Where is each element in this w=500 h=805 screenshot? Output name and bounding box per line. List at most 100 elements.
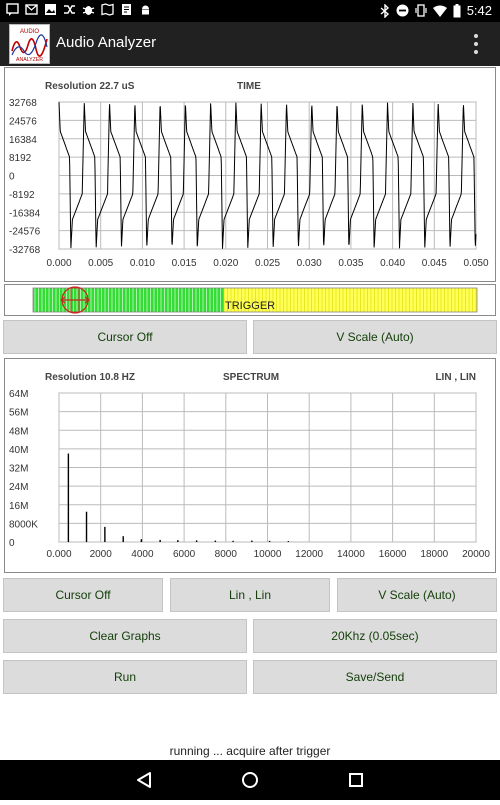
spectrum-x-tick: 14000 [337, 549, 365, 560]
messaging-icon [6, 3, 19, 16]
spectrum-y-tick: 56M [9, 408, 28, 419]
app-title: Audio Analyzer [56, 34, 157, 51]
vibrate-icon [415, 4, 427, 17]
recents-icon[interactable] [349, 773, 363, 787]
spectrum-x-tick: 16000 [379, 549, 407, 560]
back-icon[interactable] [137, 772, 151, 788]
time-y-tick: -32768 [9, 245, 41, 256]
time-x-tick: 0.025 [255, 258, 280, 269]
spectrum-resolution-label: Resolution 10.8 HZ [45, 372, 135, 383]
notes-icon [122, 4, 131, 15]
save-send-button[interactable]: Save/Send [253, 660, 497, 694]
trigger-level-bar[interactable]: TRIGGER [5, 285, 495, 315]
spectrum-y-tick: 0 [9, 538, 15, 549]
overflow-menu-icon[interactable] [472, 34, 480, 54]
time-x-axis: 0.000 0.005 0.010 0.015 0.020 0.025 0.030 0.035… [46, 258, 488, 269]
app-logo: AUDIO ANALYZER [9, 24, 50, 64]
mail-icon [25, 4, 38, 15]
status-notification-icons [6, 3, 152, 16]
spectrum-x-tick: 0.000 [46, 549, 71, 560]
time-y-axis: 32768 24576 16384 8192 0 -8192 -16384 -24576 -32… [9, 98, 41, 256]
do-not-disturb-icon [396, 4, 409, 17]
run-button[interactable]: Run [3, 660, 247, 694]
time-resolution-label: Resolution 22.7 uS [45, 81, 135, 92]
image-icon [45, 4, 56, 15]
spectrum-vscale-button[interactable]: V Scale (Auto) [337, 578, 497, 612]
spectrum-x-tick: 10000 [254, 549, 282, 560]
app-bar: AUDIO ANALYZER Audio Analyzer [0, 22, 500, 66]
spectrum-chart: Resolution 10.8 HZ SPECTRUM LIN , LIN 64… [9, 372, 490, 560]
time-vscale-button[interactable]: V Scale (Auto) [253, 320, 497, 354]
spectrum-y-tick: 48M [9, 426, 28, 437]
status-bar: 5:42 [0, 0, 500, 22]
svg-text:AUDIO: AUDIO [20, 29, 39, 35]
spectrum-title: SPECTRUM [223, 372, 279, 383]
wifi-icon [432, 5, 447, 17]
spectrum-x-tick: 4000 [131, 549, 154, 560]
time-cursor-button[interactable]: Cursor Off [3, 320, 247, 354]
shuffle-icon [64, 5, 75, 14]
time-waveform-line [58, 102, 477, 249]
spectrum-y-axis: 64M 56M 48M 40M 32M 24M 16M 8000K 0 [9, 389, 38, 549]
time-chart: Resolution 22.7 uS TIME 32768 24576 16384 8… [9, 81, 489, 269]
time-x-tick: 0.005 [88, 258, 113, 269]
spectrum-x-tick: 18000 [420, 549, 448, 560]
clear-graphs-button[interactable]: Clear Graphs [3, 619, 247, 653]
svg-text:ANALYZER: ANALYZER [16, 57, 43, 63]
trigger-level-remaining [32, 287, 478, 313]
navigation-bar [0, 760, 500, 800]
maps-icon [101, 3, 114, 16]
spectrum-x-axis: 0.000 2000 4000 6000 8000 10000 12000 14000 1600… [46, 549, 490, 560]
home-icon[interactable] [242, 772, 258, 788]
status-system-icons: 5:42 [380, 3, 492, 18]
time-title: TIME [237, 81, 261, 92]
time-y-tick: 32768 [9, 98, 37, 109]
time-graph-panel[interactable]: Resolution 22.7 uS TIME 32768 24576 16384 8… [4, 67, 496, 282]
audio-analyzer-logo-icon: AUDIO ANALYZER [11, 29, 48, 63]
spectrum-y-tick: 8000K [9, 519, 38, 530]
time-x-tick: 0.020 [213, 258, 238, 269]
spectrum-y-tick: 64M [9, 389, 28, 400]
time-x-tick: 0.045 [422, 258, 447, 269]
time-x-tick: 0.015 [172, 258, 197, 269]
time-y-tick: 16384 [9, 135, 37, 146]
trigger-panel[interactable]: TRIGGER [4, 284, 496, 316]
spectrum-x-tick: 6000 [173, 549, 196, 560]
trigger-handle-icon[interactable] [60, 286, 90, 314]
bluetooth-icon [380, 3, 389, 18]
time-y-tick: 8192 [9, 153, 32, 164]
time-x-tick: 0.000 [46, 258, 71, 269]
time-y-tick: 0 [9, 172, 15, 183]
acquisition-status: running ... acquire after trigger [169, 744, 331, 758]
time-y-tick: -8192 [9, 190, 35, 201]
sample-rate-button[interactable]: 20Khz (0.05sec) [253, 619, 497, 653]
debug-icon [82, 6, 95, 15]
spectrum-y-tick: 16M [9, 501, 28, 512]
trigger-label: TRIGGER [225, 300, 275, 312]
spectrum-y-tick: 40M [9, 445, 28, 456]
spectrum-peaks [67, 453, 290, 542]
time-x-tick: 0.050 [463, 258, 488, 269]
time-x-tick: 0.010 [130, 258, 155, 269]
time-grid [58, 101, 477, 250]
spectrum-x-tick: 12000 [295, 549, 323, 560]
spectrum-scale-mode: LIN , LIN [435, 372, 476, 383]
time-x-tick: 0.030 [297, 258, 322, 269]
spectrum-y-tick: 24M [9, 482, 28, 493]
trigger-frame [32, 287, 478, 313]
battery-icon [453, 3, 461, 17]
time-y-tick: -24576 [9, 227, 41, 238]
spectrum-y-tick: 32M [9, 464, 28, 475]
time-y-tick: 24576 [9, 116, 37, 127]
spectrum-grid [58, 392, 477, 543]
spectrum-x-tick: 2000 [90, 549, 113, 560]
android-icon [142, 5, 149, 15]
spectrum-scale-button[interactable]: Lin , Lin [170, 578, 330, 612]
spectrum-cursor-button[interactable]: Cursor Off [3, 578, 163, 612]
time-x-tick: 0.040 [380, 258, 405, 269]
spectrum-x-tick: 8000 [215, 549, 238, 560]
spectrum-x-tick: 20000 [462, 549, 490, 560]
time-x-tick: 0.035 [338, 258, 363, 269]
spectrum-graph-panel[interactable]: Resolution 10.8 HZ SPECTRUM LIN , LIN 64… [4, 358, 496, 573]
time-y-tick: -16384 [9, 208, 41, 219]
